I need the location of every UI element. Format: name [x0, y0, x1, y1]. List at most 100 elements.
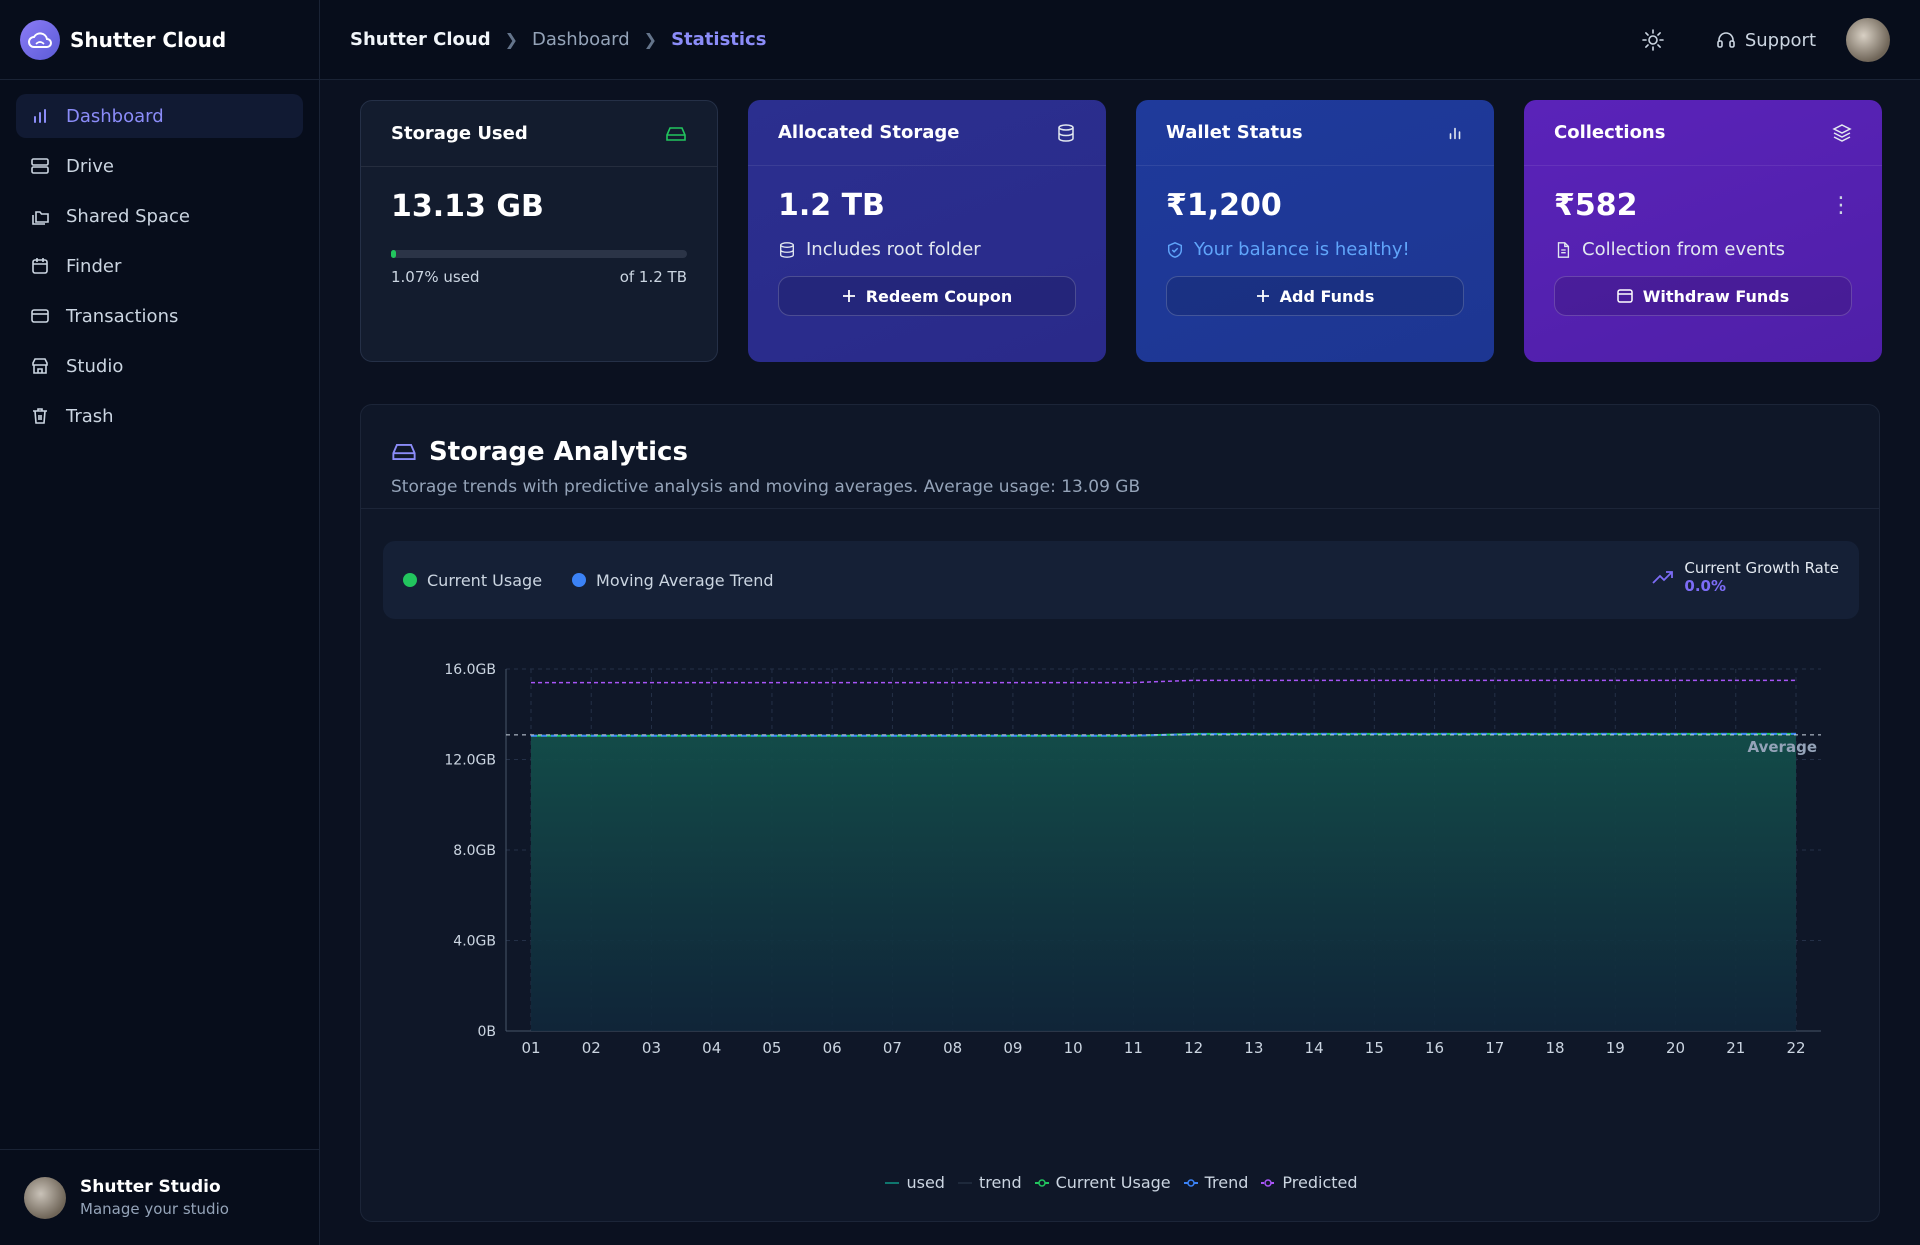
- plus-icon: [842, 290, 855, 302]
- y-tick-label: 4.0GB: [453, 934, 496, 950]
- trending-up-icon: [1652, 571, 1674, 584]
- chevron-right-icon: ❯: [504, 30, 519, 49]
- sidebar-item-transactions[interactable]: Transactions: [16, 294, 303, 338]
- allocated-storage-card: Allocated Storage 1.2 TB Includes root f…: [748, 100, 1106, 362]
- redeem-coupon-button[interactable]: Redeem Coupon: [778, 276, 1076, 316]
- legend-trend-line[interactable]: Trend: [1183, 1173, 1249, 1192]
- storage-area-chart: 0B 4.0GB 8.0GB 12.0GB 16.0GB 01 02 03 04 05 06 07 08…: [444, 662, 1821, 1057]
- layers-icon: [1832, 123, 1852, 142]
- breadcrumb: Shutter Cloud ❯ Dashboard ❯ Statistics: [350, 29, 766, 50]
- breadcrumb-item[interactable]: Dashboard: [532, 29, 630, 50]
- allocated-note: Includes root folder: [806, 239, 981, 260]
- file-text-icon: [1557, 241, 1570, 258]
- sidebar-item-trash[interactable]: Trash: [16, 394, 303, 438]
- legend-used[interactable]: used: [884, 1173, 945, 1192]
- bar-chart-icon: [1449, 127, 1461, 139]
- collections-value: ₹582: [1554, 188, 1638, 223]
- sidebar-item-shared-space[interactable]: Shared Space: [16, 194, 303, 238]
- sidebar-item-label: Dashboard: [66, 105, 164, 127]
- storage-used-card: Storage Used 13.13 GB 1.07% used of 1.2 …: [360, 100, 718, 362]
- card-title: Storage Used: [391, 123, 528, 144]
- x-tick-label: 17: [1485, 1039, 1504, 1057]
- x-tick-label: 13: [1244, 1039, 1263, 1057]
- studio-name: Shutter Studio: [80, 1177, 221, 1197]
- sidebar-item-finder[interactable]: Finder: [16, 244, 303, 288]
- line-marker-icon: [1034, 1178, 1049, 1187]
- growth-rate: Current Growth Rate 0.0%: [1652, 559, 1839, 595]
- growth-label: Current Growth Rate: [1684, 559, 1839, 577]
- logo[interactable]: Shutter Cloud: [0, 0, 319, 80]
- sidebar-item-label: Trash: [66, 405, 114, 427]
- calendar-icon: [32, 258, 48, 274]
- button-label: Redeem Coupon: [865, 286, 1013, 306]
- wallet-balance: ₹1,200: [1166, 188, 1282, 223]
- more-options-icon[interactable]: ⋮: [1830, 193, 1852, 218]
- legend-moving-average[interactable]: Moving Average Trend: [572, 570, 774, 590]
- series-line-predicted: [531, 679, 1796, 684]
- usage-area: [531, 733, 1796, 1031]
- sidebar-item-label: Drive: [66, 155, 114, 177]
- wallet-health-text: Your balance is healthy!: [1194, 239, 1410, 260]
- x-tick-label: 14: [1305, 1039, 1324, 1057]
- line-marker-icon: [957, 1181, 972, 1184]
- x-tick-label: 02: [582, 1039, 601, 1057]
- y-tick-label: 8.0GB: [453, 843, 496, 859]
- sidebar-item-dashboard[interactable]: Dashboard: [16, 94, 303, 138]
- breadcrumb-item[interactable]: Shutter Cloud: [350, 29, 491, 50]
- x-tick-label: 15: [1365, 1039, 1384, 1057]
- headset-icon: [1717, 32, 1735, 48]
- studio-switcher[interactable]: Shutter Studio Manage your studio: [0, 1149, 320, 1245]
- wallet-status-card: Wallet Status ₹1,200 Your balance is hea…: [1136, 100, 1494, 362]
- top-header: Shutter Cloud ❯ Dashboard ❯ Statistics S…: [320, 0, 1920, 80]
- legend-label: Current Usage: [1055, 1173, 1171, 1192]
- x-tick-label: 19: [1606, 1039, 1625, 1057]
- store-icon: [32, 358, 48, 374]
- x-tick-label: 18: [1546, 1039, 1565, 1057]
- server-icon: [31, 158, 49, 174]
- x-tick-label: 05: [762, 1039, 781, 1057]
- sun-icon[interactable]: [1641, 28, 1665, 52]
- y-tick-label: 12.0GB: [444, 753, 496, 769]
- legend-dot: [403, 573, 417, 587]
- storage-progress-fill: [391, 250, 397, 258]
- legend-label: Current Usage: [427, 570, 543, 590]
- x-tick-label: 11: [1124, 1039, 1143, 1057]
- sidebar-item-label: Shared Space: [66, 205, 190, 227]
- legend-current-usage[interactable]: Current Usage: [403, 571, 542, 590]
- folders-icon: [32, 211, 49, 225]
- allocated-value: 1.2 TB: [778, 188, 885, 223]
- support-button[interactable]: Support: [1715, 29, 1816, 51]
- x-tick-label: 20: [1666, 1039, 1685, 1057]
- panel-subtitle: Storage trends with predictive analysis …: [391, 477, 1141, 497]
- legend-label: Predicted: [1282, 1173, 1358, 1192]
- legend-label: Trend: [1204, 1173, 1249, 1192]
- user-avatar[interactable]: [1846, 18, 1890, 62]
- sidebar-item-drive[interactable]: Drive: [16, 144, 303, 188]
- storage-analytics-panel: Storage Analytics Storage trends with pr…: [360, 404, 1880, 1222]
- support-label: Support: [1744, 29, 1816, 51]
- legend-label: Moving Average Trend: [596, 570, 774, 590]
- card-title: Wallet Status: [1166, 122, 1303, 143]
- average-label: Average: [1748, 738, 1817, 756]
- add-funds-button[interactable]: Add Funds: [1166, 276, 1464, 316]
- hard-drive-icon: [392, 443, 416, 461]
- x-tick-label: 10: [1064, 1039, 1083, 1057]
- shield-check-icon: [1167, 241, 1183, 258]
- x-tick-label: 16: [1425, 1039, 1444, 1057]
- x-tick-label: 06: [823, 1039, 842, 1057]
- collections-card: Collections ₹582 ⋮ Collection from event…: [1524, 100, 1882, 362]
- sidebar-item-label: Finder: [66, 255, 122, 277]
- legend-current-usage-line[interactable]: Current Usage: [1034, 1173, 1171, 1192]
- app-name: Shutter Cloud: [70, 27, 227, 52]
- bar-chart-icon: [34, 109, 46, 123]
- legend-trend-raw[interactable]: trend: [957, 1173, 1022, 1192]
- cloud-logo-icon: [20, 19, 60, 60]
- storage-progress-bar: [391, 250, 687, 258]
- total-capacity: of 1.2 TB: [619, 268, 687, 286]
- sidebar: Shutter Cloud Dashboard Drive Shared Spa…: [0, 0, 320, 1245]
- used-percent: 1.07% used: [391, 268, 480, 286]
- sidebar-item-studio[interactable]: Studio: [16, 344, 303, 388]
- plus-icon: [1256, 290, 1269, 302]
- withdraw-funds-button[interactable]: Withdraw Funds: [1554, 276, 1852, 316]
- legend-predicted-line[interactable]: Predicted: [1260, 1173, 1358, 1192]
